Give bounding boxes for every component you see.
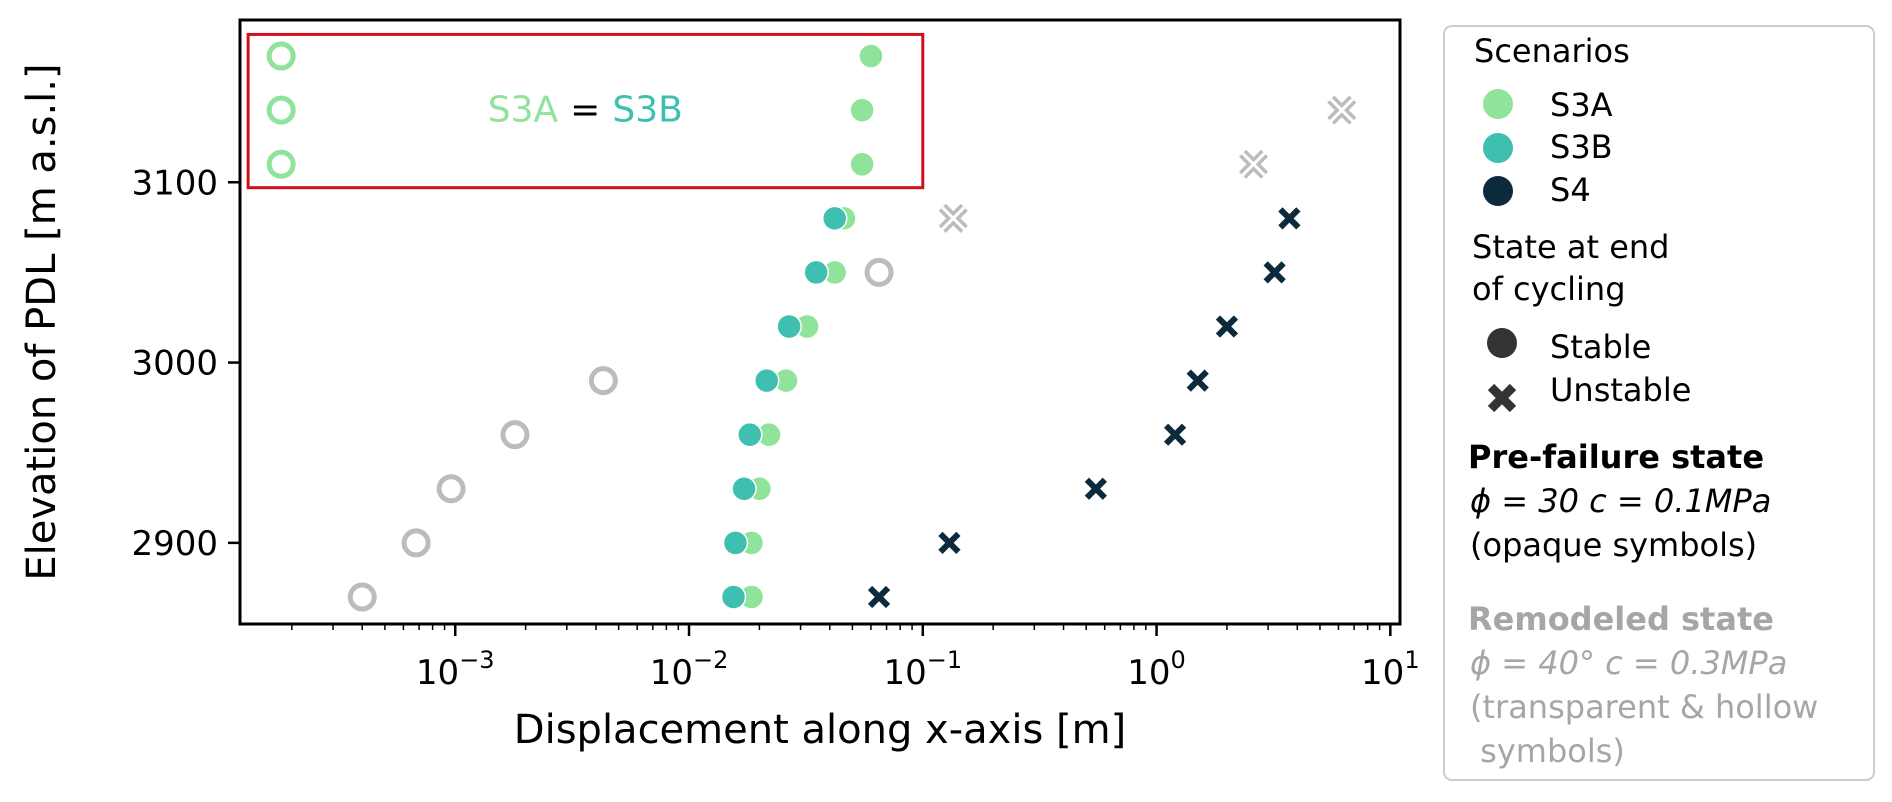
point-s4-pre-failure-7 <box>1278 207 1301 230</box>
y-tick-label-1: 3000 <box>131 344 218 384</box>
point-s4-pre-failure-4 <box>1186 369 1209 392</box>
point-s4-pre-failure-2 <box>1084 477 1107 500</box>
point-s3a-remodeled-2 <box>266 41 296 71</box>
legend-frame <box>1443 25 1875 781</box>
point-s3b-pre-failure-0 <box>720 584 747 610</box>
x-tick-label-3: 100 <box>1127 646 1186 693</box>
y-axis-title: Elevation of PDL [m a.s.l.] <box>19 63 65 580</box>
x-tick-label-2: 10−1 <box>883 646 962 693</box>
data-marks <box>266 41 1357 612</box>
axes: 10−3 10−2 10−1 100 101 2900 3000 3100 <box>131 163 1419 693</box>
point-s3a-pre-failure-10 <box>858 43 884 69</box>
legend-remodeled-note-line1: (transparent & hollow <box>1470 688 1818 726</box>
point-s4-remodeled-2 <box>436 474 466 504</box>
point-s3b-pre-failure-4 <box>753 367 780 394</box>
point-s4-pre-failure-5 <box>1215 315 1239 338</box>
point-s3a-pre-failure-8 <box>849 151 875 177</box>
point-s4-pre-failure-6 <box>1263 261 1286 284</box>
point-s3b-pre-failure-1 <box>722 530 749 556</box>
legend-unstable-marker <box>1487 383 1517 413</box>
legend-prefailure-title: Pre-failure state <box>1468 438 1764 476</box>
legend-scenarios-title: Scenarios <box>1474 32 1630 70</box>
legend-state-title-line2: of cycling <box>1472 270 1626 308</box>
point-s3b-pre-failure-5 <box>776 313 802 340</box>
point-s4-pre-failure-0 <box>867 585 891 609</box>
legend-remodeled-title: Remodeled state <box>1468 600 1774 638</box>
annotation-equals: = <box>570 89 600 130</box>
point-s3b-pre-failure-2 <box>731 476 757 502</box>
point-s3a-remodeled-0 <box>266 149 296 179</box>
plot-frame <box>238 18 1402 626</box>
point-s4-remodeled-3 <box>500 420 530 450</box>
legend-state-title-line1: State at end <box>1472 228 1669 266</box>
legend-s3a-marker <box>1483 89 1513 119</box>
legend-s4-marker <box>1483 176 1513 206</box>
point-s3b-pre-failure-3 <box>737 421 763 448</box>
legend-s3a-label: S3A <box>1550 86 1613 124</box>
annotation-s3a: S3A <box>488 89 559 130</box>
legend-remodeled-params: ϕ = 40° c = 0.3MPa <box>1470 644 1787 682</box>
point-s4-remodeled-2-inner <box>1329 98 1354 123</box>
point-s3b-pre-failure-6 <box>803 259 829 286</box>
annotation-s3b: S3B <box>612 89 682 130</box>
y-tick-label-2: 3100 <box>131 163 218 203</box>
x-tick-label-1: 10−2 <box>650 646 729 693</box>
legend-stable-marker <box>1487 328 1517 358</box>
point-s4-pre-failure-3 <box>1163 423 1187 446</box>
legend-remodeled-note-line2: symbols) <box>1470 732 1625 770</box>
legend-s3b-marker <box>1483 133 1513 163</box>
highlight-box <box>246 32 925 190</box>
point-s4-remodeled-4 <box>588 366 618 396</box>
x-tick-label-4: 101 <box>1361 646 1420 693</box>
point-s4-remodeled-0 <box>347 582 377 612</box>
legend-s4-label: S4 <box>1550 171 1591 209</box>
legend-prefailure-note: (opaque symbols) <box>1470 526 1757 564</box>
point-s3a-pre-failure-9 <box>849 97 875 123</box>
legend-stable-label: Stable <box>1550 328 1651 366</box>
point-s3b-pre-failure-7 <box>821 205 848 232</box>
legend-unstable-label: Unstable <box>1550 371 1691 409</box>
point-s4-remodeled-0-inner <box>941 206 966 231</box>
legend: Scenarios S3A S3B S4 State at end of cyc… <box>1443 25 1875 781</box>
point-s3a-remodeled-1 <box>266 95 296 125</box>
legend-s3b-label: S3B <box>1550 128 1613 166</box>
point-s4-remodeled-5 <box>864 257 894 287</box>
point-s4-remodeled-1 <box>401 528 431 558</box>
y-tick-label-0: 2900 <box>131 524 218 564</box>
point-s4-pre-failure-1 <box>938 531 961 554</box>
legend-prefailure-params: ϕ = 30 c = 0.1MPa <box>1470 482 1771 520</box>
plot-area: S3A = S3B <box>238 18 1402 626</box>
x-tick-label-0: 10−3 <box>416 646 495 693</box>
x-axis-title: Displacement along x-axis [m] <box>514 707 1126 753</box>
equality-annotation: S3A = S3B <box>488 89 683 130</box>
point-s4-remodeled-1-inner <box>1241 152 1266 177</box>
